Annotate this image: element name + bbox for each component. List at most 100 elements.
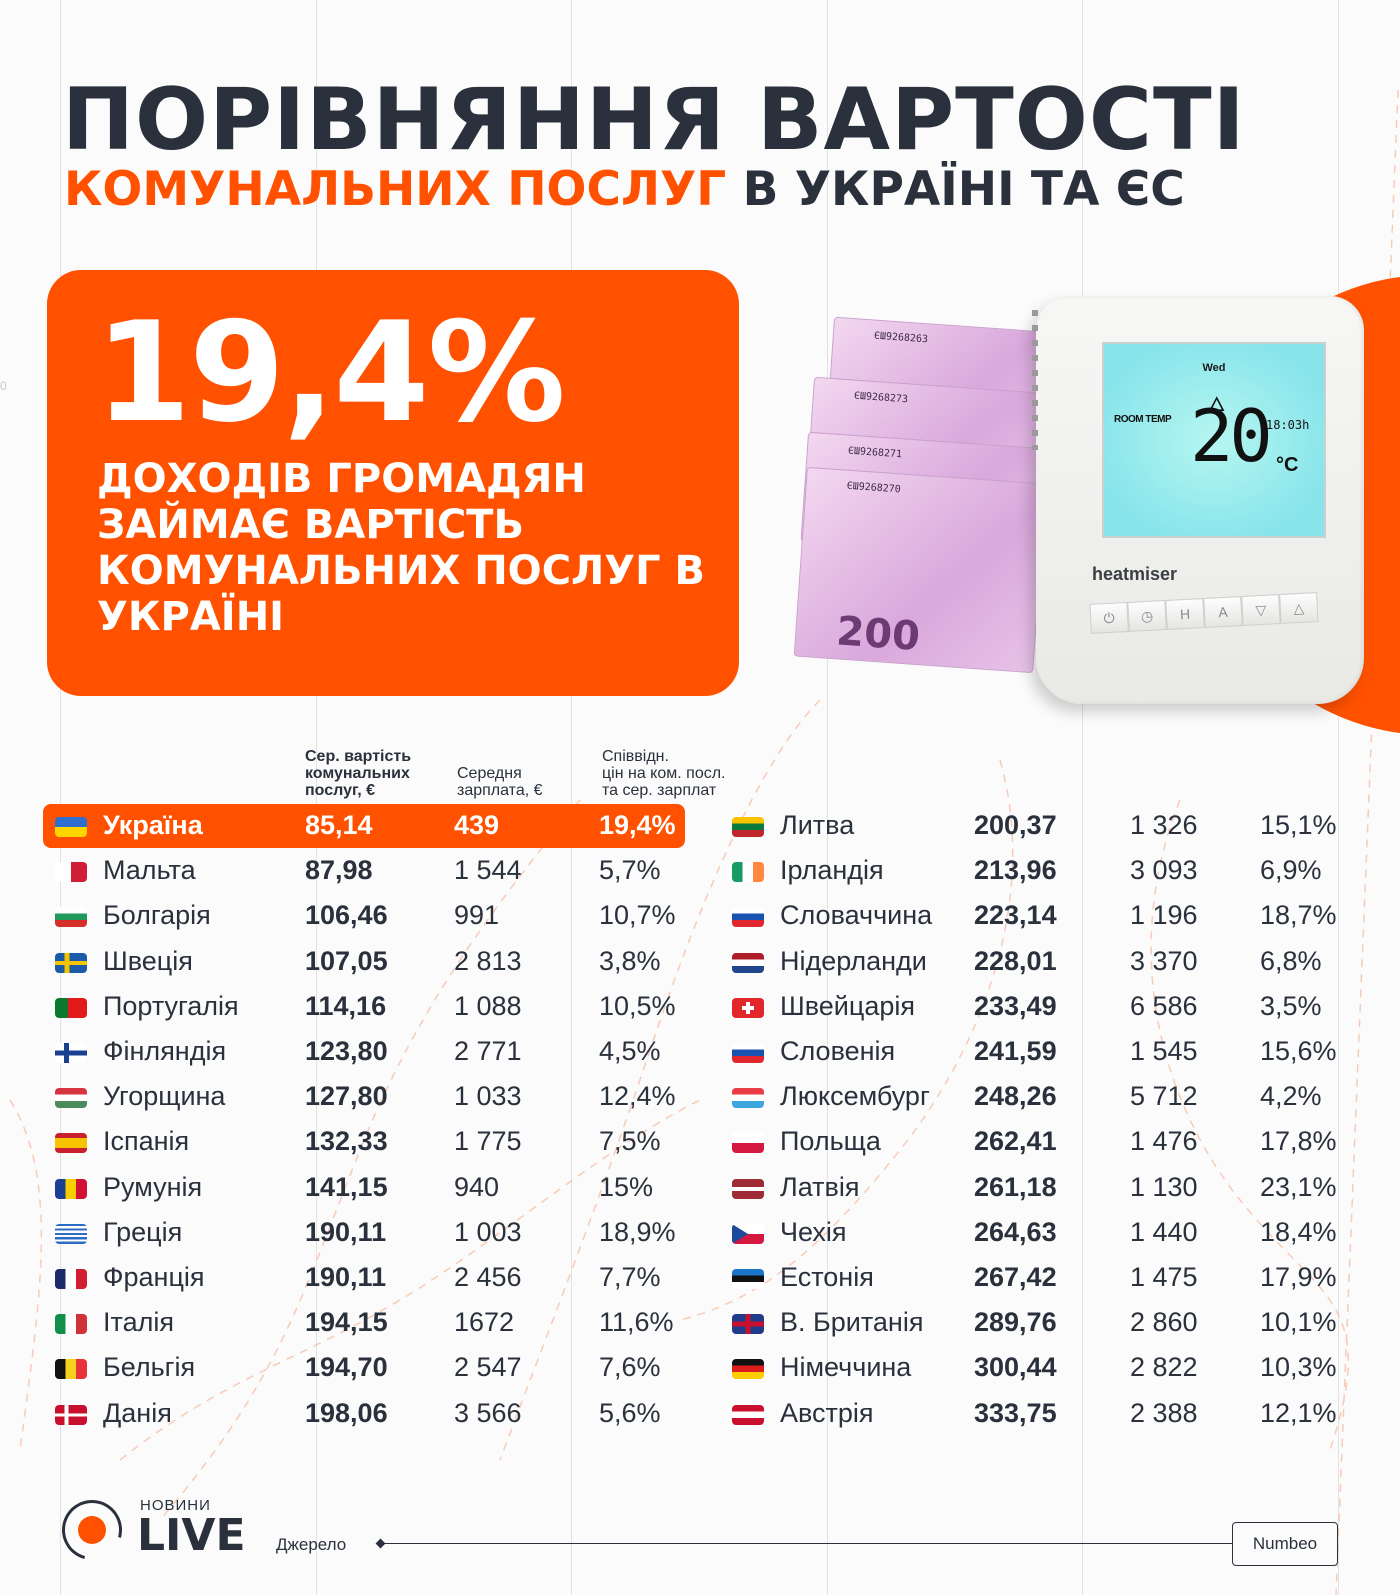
utility-cost: 114,16 <box>305 990 387 1021</box>
average-salary: 3 566 <box>454 1397 522 1428</box>
utility-cost: 228,01 <box>974 945 1057 976</box>
average-salary: 2 388 <box>1130 1397 1198 1428</box>
average-salary: 6 586 <box>1130 990 1198 1021</box>
country-name: Угорщина <box>103 1081 226 1112</box>
header-line: Середня <box>457 765 522 782</box>
subtitle-rest: В УКРАЇНІ ТА ЄС <box>726 162 1185 217</box>
utility-cost: 223,14 <box>974 900 1057 931</box>
a-button-icon: A <box>1203 596 1243 628</box>
page-subtitle: КОМУНАЛЬНИХ ПОСЛУГ В УКРАЇНІ ТА ЄС <box>64 160 1185 220</box>
flag-bg-icon <box>55 907 87 928</box>
table-row: Швеція 107,05 2 813 3,8% <box>43 940 685 984</box>
country-name: Литва <box>780 810 855 840</box>
header-line: та сер. зарплат <box>602 782 717 799</box>
table-row: Фінляндія 123,80 2 771 4,5% <box>43 1030 685 1074</box>
table-row: Естонія 267,42 1 475 17,9% <box>720 1256 1360 1300</box>
country-name: Італія <box>103 1307 174 1338</box>
banknote-serial: ЄШ9268270 <box>846 480 902 496</box>
utility-cost: 289,76 <box>974 1307 1057 1338</box>
logo-subtitle: НОВИНИ <box>140 1497 211 1514</box>
thermostat-time: 18:03h <box>1266 418 1310 432</box>
country-name: Данія <box>103 1397 172 1428</box>
flag-be-icon <box>55 1359 87 1380</box>
flag-lv-icon <box>732 1178 764 1199</box>
average-salary: 1 196 <box>1130 900 1198 931</box>
thermostat-label: ROOM TEMP <box>1114 414 1172 425</box>
thermostat-day: Wed <box>1202 362 1226 374</box>
utility-cost: 127,80 <box>305 1081 388 1112</box>
power-icon: ⏻ <box>1089 601 1129 634</box>
country-name: Польща <box>780 1126 881 1157</box>
cost-salary-ratio: 12,4% <box>599 1081 676 1112</box>
header-line: зарплата, € <box>457 782 543 799</box>
grid-line <box>1082 0 1083 1595</box>
country-name: Швейцарія <box>780 990 915 1021</box>
average-salary: 940 <box>454 1171 500 1202</box>
table-row: Португалія 114,16 1 088 10,5% <box>43 985 685 1029</box>
cost-salary-ratio: 18,4% <box>1260 1216 1337 1247</box>
subtitle-accent: КОМУНАЛЬНИХ ПОСЛУГ <box>64 162 727 217</box>
flag-pt-icon <box>55 997 87 1018</box>
country-name: Нідерланди <box>780 945 927 976</box>
flag-nl-icon <box>732 952 764 973</box>
table-row: Литва 200,37 1 326 15,1% <box>720 804 1360 848</box>
utility-cost: 200,37 <box>974 810 1057 840</box>
cost-salary-ratio: 15,6% <box>1260 1036 1337 1066</box>
table-row: Іспанія 132,33 1 775 7,5% <box>43 1120 685 1164</box>
utility-cost: 87,98 <box>305 855 373 886</box>
cost-salary-ratio: 10,5% <box>599 990 676 1021</box>
flag-lt-icon <box>732 817 764 837</box>
clock-icon: ◷ <box>1127 600 1167 632</box>
table-row: Греція 190,11 1 003 18,9% <box>43 1211 685 1255</box>
cost-salary-ratio: 17,8% <box>1260 1126 1337 1157</box>
average-salary: 1 545 <box>1130 1036 1198 1066</box>
cost-salary-ratio: 10,1% <box>1260 1307 1337 1338</box>
cost-salary-ratio: 10,7% <box>599 900 676 931</box>
flag-ua-icon <box>55 817 87 837</box>
edge-mark: 0 <box>0 379 7 393</box>
flag-ch-icon <box>732 997 764 1018</box>
average-salary: 1 475 <box>1130 1262 1198 1292</box>
utility-cost: 300,44 <box>974 1352 1057 1383</box>
thermostat-illustration: Wed 🜂 ROOM TEMP 20 18:03h °C heatmiser ⏻… <box>1032 296 1364 704</box>
flag-dk-icon <box>55 1404 87 1425</box>
cost-salary-ratio: 5,6% <box>599 1397 661 1428</box>
header-cost: Сер. вартість комунальних послуг, € <box>305 748 411 799</box>
header-ratio: Співвідн. цін на ком. посл. та сер. зарп… <box>602 748 726 799</box>
flag-pl-icon <box>732 1133 764 1154</box>
country-name: Латвія <box>780 1171 860 1202</box>
cost-salary-ratio: 17,9% <box>1260 1262 1337 1292</box>
flag-sk-icon <box>732 907 764 928</box>
average-salary: 991 <box>454 900 500 931</box>
cost-salary-ratio: 7,6% <box>599 1352 661 1383</box>
cost-salary-ratio: 6,8% <box>1260 945 1322 976</box>
flag-de-icon <box>732 1359 764 1380</box>
average-salary: 1 440 <box>1130 1216 1198 1247</box>
grid-line <box>60 0 61 1595</box>
table-row: Ірландія 213,96 3 093 6,9% <box>720 849 1360 893</box>
hero-stat: 19,4% <box>95 292 566 453</box>
table-row: Австрія 333,75 2 388 12,1% <box>720 1392 1360 1436</box>
table-row: Болгарія 106,46 991 10,7% <box>43 894 685 938</box>
page-title: ПОРІВНЯННЯ ВАРТОСТІ <box>62 70 1246 170</box>
table-row: Франція 190,11 2 456 7,7% <box>43 1256 685 1300</box>
country-name: Естонія <box>780 1262 874 1292</box>
hero-description: ДОХОДІВ ГРОМАДЯН ЗАЙМАЄ ВАРТІСТЬ КОМУНАЛ… <box>97 456 706 640</box>
flag-si-icon <box>732 1043 764 1063</box>
cost-salary-ratio: 18,9% <box>599 1216 676 1247</box>
table-row: Мальта 87,98 1 544 5,7% <box>43 849 685 893</box>
cost-salary-ratio: 3,8% <box>599 945 661 976</box>
grid-line <box>316 0 317 1595</box>
vents <box>1032 310 1038 450</box>
average-salary: 1 088 <box>454 990 522 1021</box>
banknote-denomination: 200 <box>834 608 922 661</box>
average-salary: 1 326 <box>1130 810 1198 840</box>
utility-cost: 241,59 <box>974 1036 1057 1066</box>
utility-cost: 132,33 <box>305 1126 388 1157</box>
header-line: послуг, € <box>305 782 376 799</box>
country-name: Австрія <box>780 1397 874 1428</box>
flag-lu-icon <box>732 1088 764 1109</box>
h-button-icon: H <box>1165 598 1205 630</box>
thermostat-brand: heatmiser <box>1092 564 1178 584</box>
flag-se-icon <box>55 952 87 973</box>
